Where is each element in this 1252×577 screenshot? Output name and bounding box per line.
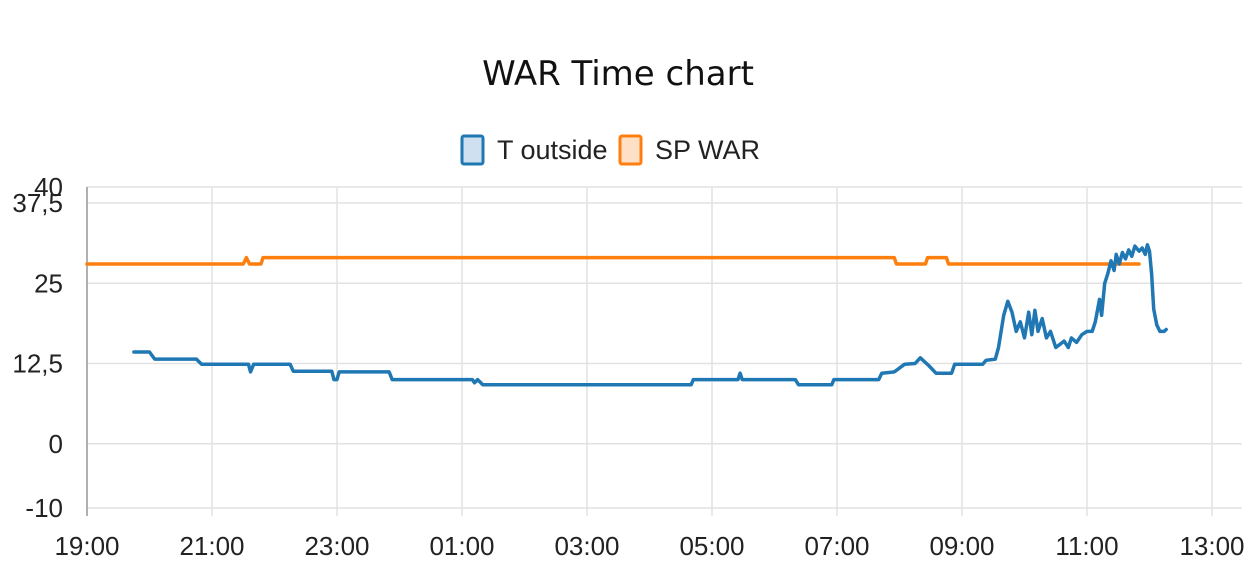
x-tick-label: 05:00 (679, 531, 744, 561)
legend-swatch (460, 134, 485, 166)
series-line-t-outside[interactable] (132, 243, 1168, 387)
x-tick-label: 23:00 (304, 531, 369, 561)
x-tick-label: 07:00 (804, 531, 869, 561)
x-tick-label: 09:00 (929, 531, 994, 561)
legend-item-t-outside[interactable]: T outside (460, 134, 608, 166)
chart-title: WAR Time chart (482, 54, 754, 94)
y-tick-label: 37,5 (12, 188, 63, 218)
y-tick-label: 40 (34, 172, 63, 202)
y-tick-label: -10 (25, 493, 63, 523)
x-tick-label: 11:00 (1055, 531, 1118, 561)
legend-label: T outside (497, 135, 608, 165)
y-tick-label: 25 (34, 268, 63, 298)
x-tick-label: 19:00 (54, 531, 119, 561)
series-line-sp-war[interactable] (85, 255, 1141, 266)
y-tick-label: 12,5 (12, 349, 63, 379)
legend-item-sp-war[interactable]: SP WAR (618, 134, 760, 166)
x-tick-label: 01:00 (429, 531, 494, 561)
y-tick-label: 0 (49, 429, 63, 459)
x-tick-label: 13:00 (1179, 531, 1244, 561)
x-tick-label: 21:00 (179, 531, 244, 561)
x-axis-ticks: 19:00 21:00 23:00 01:00 03:00 05:00 07:00 09:00… (54, 531, 1244, 561)
legend-swatch (618, 134, 643, 166)
x-tick-label: 03:00 (554, 531, 619, 561)
chart-legend[interactable]: T outside SP WAR (460, 134, 760, 166)
series-lines (85, 243, 1168, 387)
legend-label: SP WAR (655, 135, 760, 165)
grid-lines (86, 186, 1242, 516)
